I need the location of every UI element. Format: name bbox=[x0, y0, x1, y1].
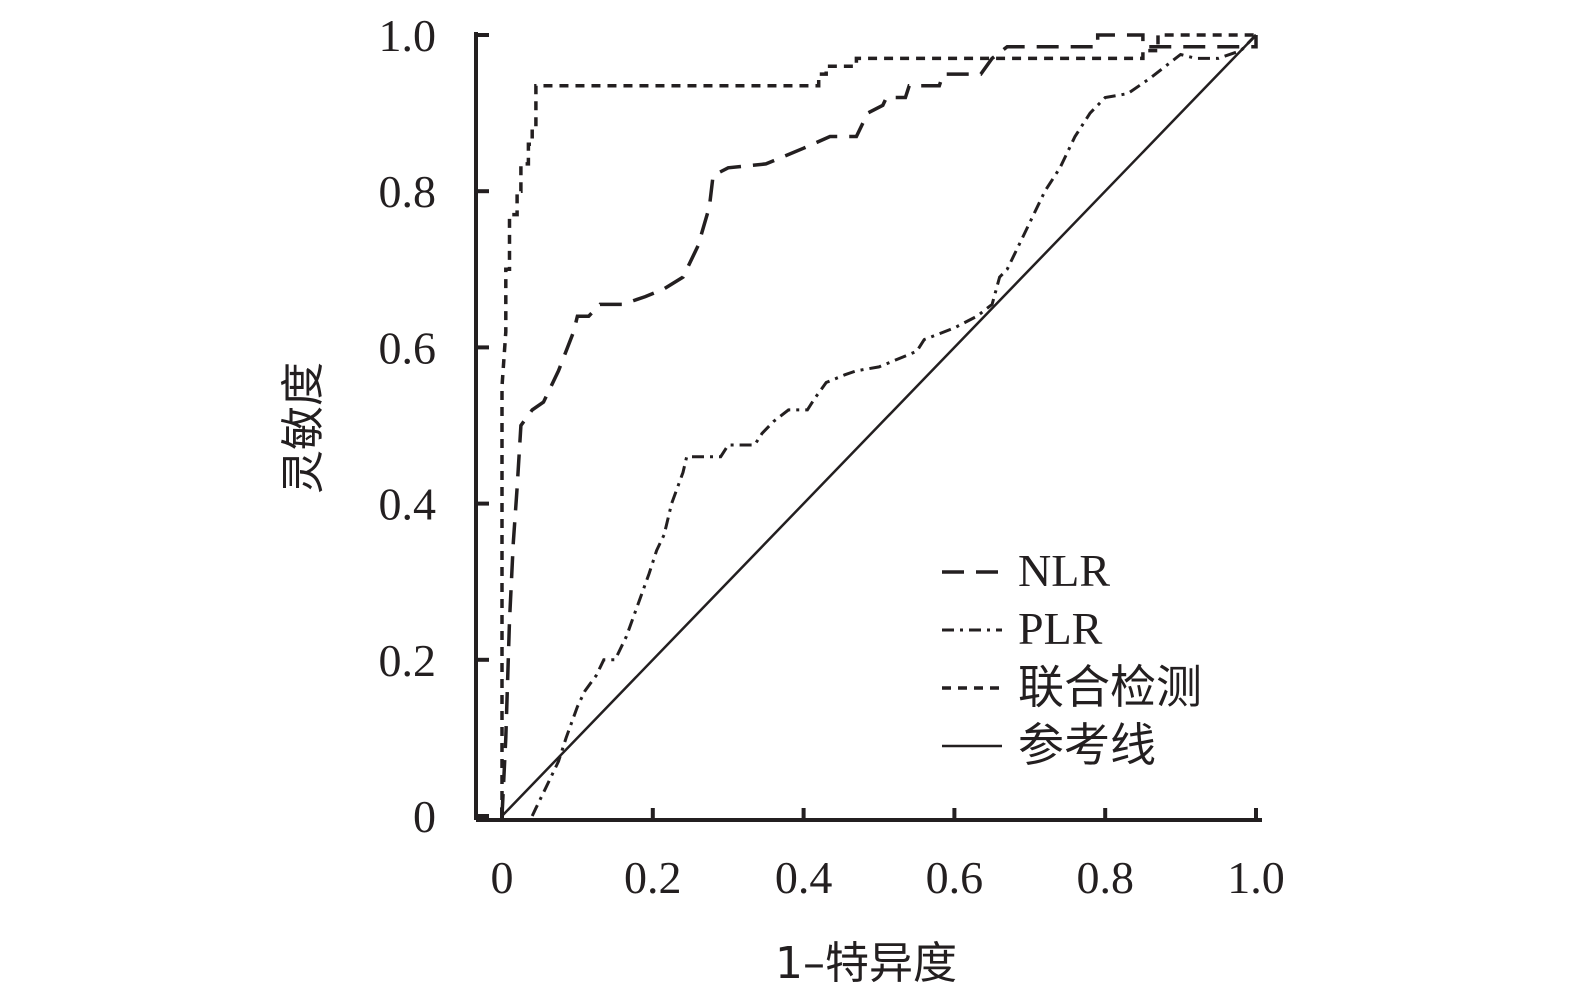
series-reference-line bbox=[501, 34, 1257, 817]
y-tick-marks bbox=[476, 33, 489, 818]
y-tick-label: 0.2 bbox=[379, 635, 437, 686]
x-axis-title: 1–特异度 bbox=[775, 938, 957, 989]
x-tick-label: 0.6 bbox=[926, 852, 984, 903]
x-tick-label: 0.4 bbox=[775, 852, 833, 903]
y-axis-title: 灵敏度 bbox=[278, 362, 329, 494]
x-tick-label: 0.2 bbox=[624, 852, 682, 903]
series-combined-line bbox=[500, 33, 1256, 816]
x-tick-label: 0.8 bbox=[1076, 852, 1134, 903]
y-tick-label: 0.8 bbox=[379, 166, 437, 217]
series-lines bbox=[500, 33, 1258, 817]
series-nlr-line bbox=[500, 33, 1258, 817]
legend-item-combined: 联合检测 bbox=[942, 662, 1202, 713]
y-tick-label: 0.6 bbox=[379, 322, 437, 373]
legend-item-plr: PLR bbox=[942, 603, 1103, 654]
y-tick-labels: 0 0.2 0.4 0.6 0.8 1.0 bbox=[379, 10, 437, 842]
series-plr-line bbox=[530, 33, 1258, 817]
legend-label-nlr: NLR bbox=[1018, 545, 1110, 596]
axes: 0 0.2 0.4 0.6 0.8 1.0 0 0.2 0.4 0.6 0.8 1.0 bbox=[379, 10, 1285, 903]
y-tick-label: 1.0 bbox=[379, 10, 437, 61]
legend: NLR PLR 联合检测 参考线 bbox=[942, 545, 1202, 771]
y-tick-label: 0.4 bbox=[379, 479, 437, 530]
x-tick-labels: 0 0.2 0.4 0.6 0.8 1.0 bbox=[491, 852, 1285, 903]
legend-item-reference: 参考线 bbox=[942, 720, 1156, 771]
x-tick-label: 1.0 bbox=[1227, 852, 1285, 903]
x-tick-label: 0 bbox=[491, 852, 514, 903]
legend-label-reference: 参考线 bbox=[1018, 720, 1156, 771]
legend-label-plr: PLR bbox=[1018, 603, 1103, 654]
legend-item-nlr: NLR bbox=[942, 545, 1110, 596]
y-tick-label: 0 bbox=[413, 791, 436, 842]
legend-label-combined: 联合检测 bbox=[1018, 662, 1202, 713]
